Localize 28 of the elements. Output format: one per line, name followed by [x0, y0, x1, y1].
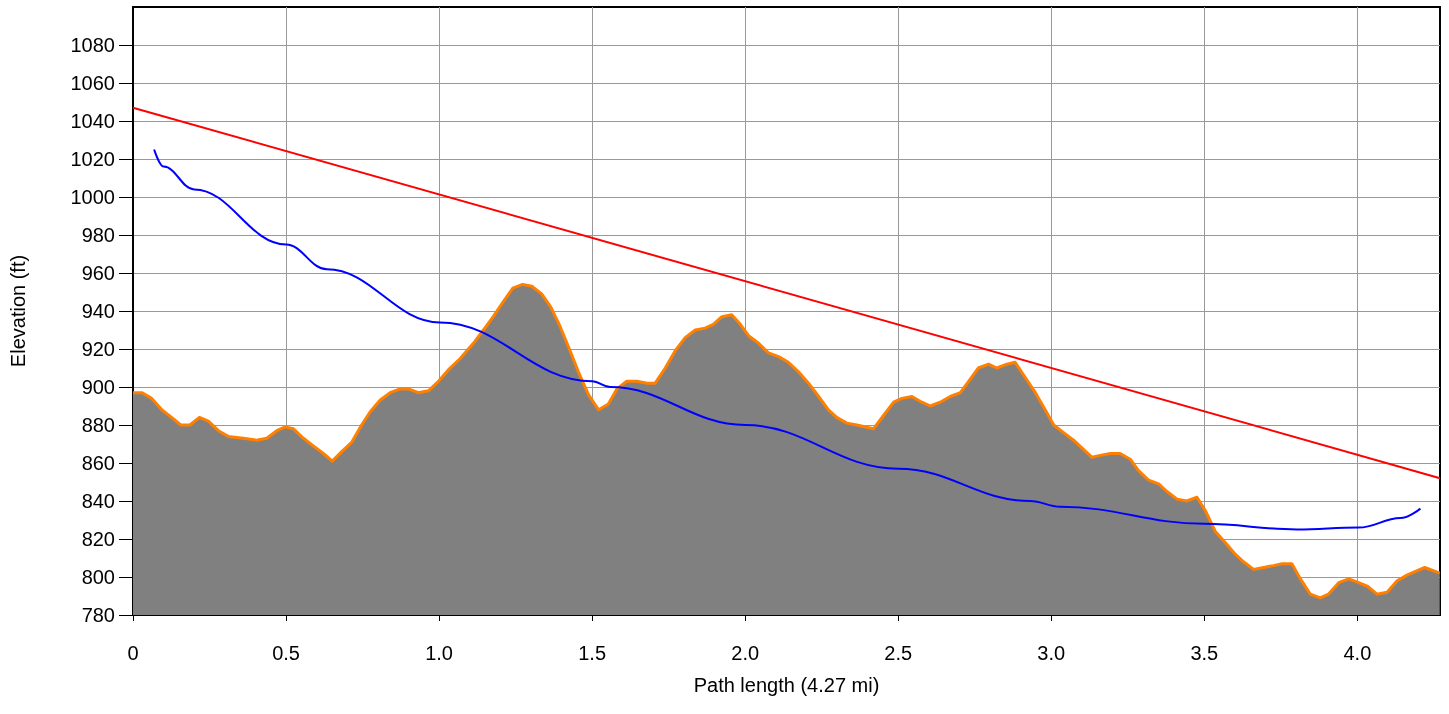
y-tick-label: 940: [81, 300, 115, 322]
y-tick-label: 1040: [70, 110, 115, 132]
y-tick-label: 1000: [70, 186, 115, 208]
line-series: [153, 148, 1422, 531]
x-tick-label: 1.5: [578, 642, 607, 664]
y-tick-label: 880: [81, 414, 115, 436]
y-tick-label: 780: [81, 604, 115, 626]
y-tick-label: 820: [81, 528, 115, 550]
x-tick-label: 0: [127, 642, 139, 664]
x-axis-title: Path length (4.27 mi): [693, 674, 880, 696]
x-tick-label: 3.0: [1037, 642, 1066, 664]
y-tick-label: 1020: [70, 148, 115, 170]
x-tick-label: 0.5: [272, 642, 300, 664]
y-tick-label: 920: [81, 338, 115, 360]
y-axis-title: Elevation (ft): [7, 254, 29, 368]
y-tick-label: 1060: [70, 72, 115, 94]
y-tick-label: 900: [81, 376, 115, 398]
y-tick-label: 980: [81, 224, 115, 246]
y-tick-label: 800: [81, 566, 115, 588]
y-tick-label: 860: [81, 452, 115, 474]
y-tick-label: 840: [81, 490, 115, 512]
x-tick-label: 2.0: [731, 642, 760, 664]
x-tick-label: 2.5: [884, 642, 913, 664]
y-tick-label: 960: [81, 262, 115, 284]
x-tick-label: 3.5: [1190, 642, 1219, 664]
x-tick-label: 1.0: [425, 642, 453, 664]
x-tick-label: 4.0: [1343, 642, 1372, 664]
y-tick-label: 1080: [70, 34, 115, 56]
